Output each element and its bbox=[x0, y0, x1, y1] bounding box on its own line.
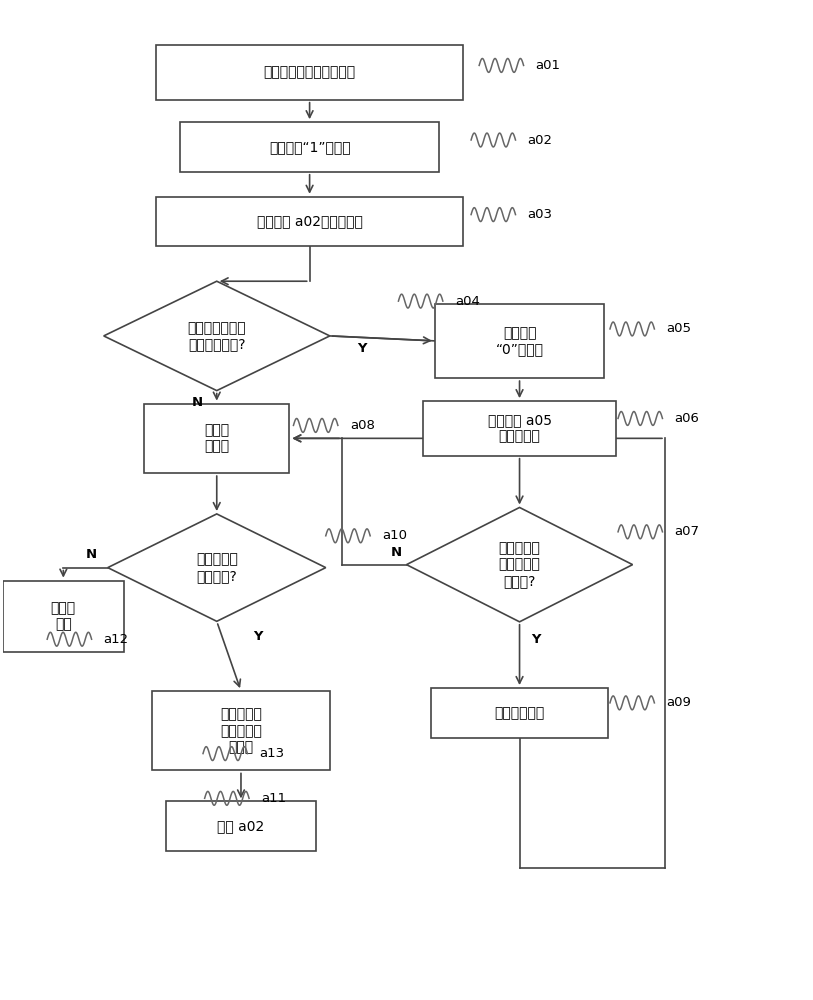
Bar bbox=[2, 581, 124, 652]
Text: 更新索
引表: 更新索 引表 bbox=[50, 601, 76, 631]
Text: a13: a13 bbox=[259, 747, 285, 760]
Text: 写入数据与
读取数据完
全一致?: 写入数据与 读取数据完 全一致? bbox=[498, 541, 541, 588]
Polygon shape bbox=[406, 507, 633, 622]
Text: a02: a02 bbox=[528, 134, 553, 147]
Text: Y: Y bbox=[253, 630, 263, 643]
Text: 获取下一个
待检测数据
块地址: 获取下一个 待检测数据 块地址 bbox=[220, 708, 262, 754]
Polygon shape bbox=[104, 281, 330, 391]
Text: 写入数据与读取
数据完全一致?: 写入数据与读取 数据完全一致? bbox=[188, 321, 246, 351]
Text: N: N bbox=[86, 548, 98, 561]
Text: a03: a03 bbox=[528, 208, 553, 221]
Text: Y: Y bbox=[358, 342, 367, 355]
Text: 步骤 a02: 步骤 a02 bbox=[217, 819, 264, 833]
Text: a07: a07 bbox=[675, 525, 699, 538]
Text: a09: a09 bbox=[667, 696, 691, 709]
Bar bbox=[156, 197, 463, 246]
Text: 写入全为“1”的数据: 写入全为“1”的数据 bbox=[269, 140, 350, 154]
Text: a11: a11 bbox=[261, 792, 286, 805]
Text: a06: a06 bbox=[675, 412, 699, 425]
Bar bbox=[435, 304, 604, 378]
Text: 释放坏块标记: 释放坏块标记 bbox=[494, 706, 545, 720]
Bar bbox=[180, 122, 439, 172]
Text: a12: a12 bbox=[104, 633, 128, 646]
Polygon shape bbox=[108, 514, 326, 621]
Bar bbox=[144, 404, 289, 473]
Bar bbox=[431, 688, 608, 738]
Bar bbox=[167, 801, 315, 851]
Bar bbox=[423, 401, 616, 456]
Text: a04: a04 bbox=[455, 295, 480, 308]
Text: Y: Y bbox=[532, 633, 541, 646]
Bar bbox=[156, 45, 463, 100]
Text: 写入全为
“0”的数据: 写入全为 “0”的数据 bbox=[496, 326, 544, 356]
Text: 读取步骤 a05
写入的数据: 读取步骤 a05 写入的数据 bbox=[488, 413, 551, 444]
Text: 更新坏
块数据: 更新坏 块数据 bbox=[204, 423, 229, 453]
Text: 获取待检测数据块的地址: 获取待检测数据块的地址 bbox=[263, 65, 355, 79]
Text: N: N bbox=[390, 546, 402, 559]
Text: N: N bbox=[192, 396, 203, 409]
Text: a01: a01 bbox=[536, 59, 561, 72]
Bar bbox=[152, 691, 330, 770]
Text: 读取步骤 a02写入的数据: 读取步骤 a02写入的数据 bbox=[257, 215, 363, 229]
Text: 是否还有待
测数据块?: 是否还有待 测数据块? bbox=[196, 553, 237, 583]
Text: a10: a10 bbox=[382, 529, 407, 542]
Text: a08: a08 bbox=[350, 419, 375, 432]
Text: a05: a05 bbox=[667, 322, 692, 335]
